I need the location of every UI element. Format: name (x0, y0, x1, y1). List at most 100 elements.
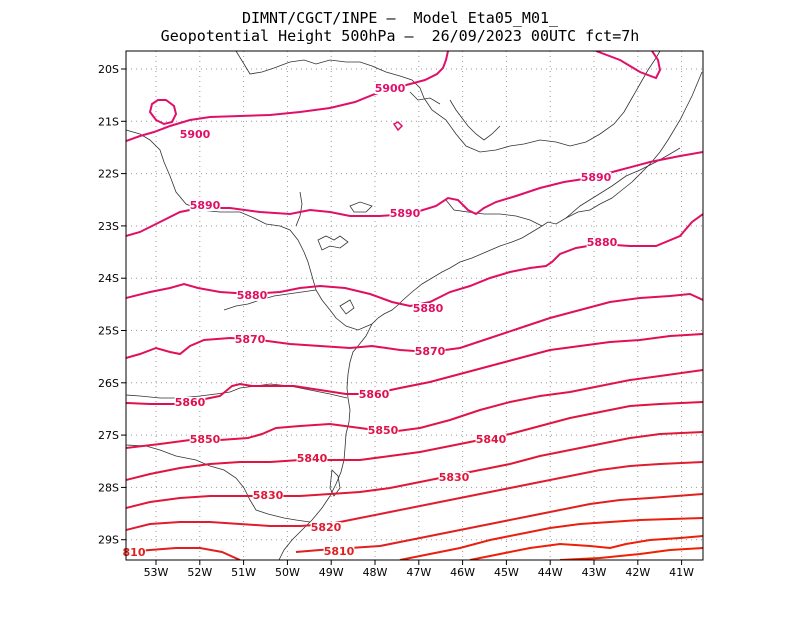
contour-label: 5900 (375, 82, 406, 95)
contour-5900-d (392, 121, 404, 132)
state-border-7 (565, 147, 681, 219)
contour-5820 (126, 461, 703, 531)
contour-5800 (399, 517, 703, 560)
contour-label: 5850 (368, 424, 399, 437)
lon-tick-label: 45W (494, 566, 519, 579)
lat-tick-label: 25S (98, 325, 119, 338)
lon-tick-label: 52W (187, 566, 212, 579)
contour-label-bg (189, 434, 221, 445)
contour-label: 5840 (297, 452, 328, 465)
contour-label: 5890 (190, 199, 221, 212)
coastline (278, 299, 404, 560)
contour-label: 5820 (311, 521, 342, 534)
contour-5870 (126, 292, 703, 359)
contour-5900-c (148, 99, 178, 126)
contour-5790 (469, 535, 703, 560)
contour-5810-a (126, 547, 241, 560)
state-border-6 (445, 199, 543, 227)
contour-label-bg (189, 200, 221, 211)
contour-label: 5830 (253, 489, 284, 502)
lat-tick-label: 27S (98, 429, 119, 442)
contour-label-bg (323, 546, 355, 557)
contour-label-bg (414, 346, 446, 357)
contour-label-bg (389, 208, 421, 219)
lat-tick-label: 29S (98, 534, 119, 547)
lagoon-4 (329, 469, 341, 497)
lon-tick-label: 43W (582, 566, 607, 579)
coastline-sp-rj (402, 71, 703, 301)
contour-label-bg (252, 490, 284, 501)
lon-tick-label: 42W (625, 566, 650, 579)
contour-label-bg (367, 425, 399, 436)
axis-ticks (121, 68, 683, 565)
lon-tick-label: 49W (319, 566, 344, 579)
contour-label-bg (174, 397, 206, 408)
lon-tick-label: 51W (231, 566, 256, 579)
lat-tick-label: 22S (98, 168, 119, 181)
lat-tick-label: 26S (98, 377, 119, 390)
contour-label: 5840 (476, 433, 507, 446)
contour-label: 5880 (413, 302, 444, 315)
contour-label: 5860 (175, 396, 206, 409)
state-border-4 (235, 51, 425, 99)
contour-label: 5890 (390, 207, 421, 220)
contour-label-bg (296, 453, 328, 464)
contour-label: 5810 (324, 545, 355, 558)
title-line-2: Geopotential Height 500hPa – 26/09/2023 … (160, 27, 640, 45)
contour-label-bg (179, 129, 211, 140)
contour-label-bg (234, 334, 266, 345)
contour-label: 5880 (587, 236, 618, 249)
contour-labels: 5900 5900 5890 5890 5890 5880 5880 5880 5870 5870… (122, 82, 618, 559)
state-border-5 (423, 51, 661, 153)
latitude-axis: 20S 21S 22S 23S 24S 25S 26S 27S 28S 29S (98, 63, 119, 547)
lat-tick-label: 21S (98, 115, 119, 128)
contour-5900-b (595, 51, 662, 80)
longitude-axis: 53W 52W 51W 50W 49W 48W 47W 46W 45W 44W 43W 42W 41W (144, 566, 695, 579)
contour-label: 5900 (180, 128, 211, 141)
lagoon-2 (349, 201, 373, 213)
contour-5830 (126, 431, 703, 509)
contour-label: 5890 (581, 171, 612, 184)
contour-lines (126, 51, 703, 560)
contour-label-bg (236, 290, 268, 301)
lon-tick-label: 48W (363, 566, 388, 579)
contour-label-bg (310, 522, 342, 533)
lon-tick-label: 44W (538, 566, 563, 579)
lon-tick-label: 47W (406, 566, 431, 579)
state-border-2 (126, 383, 348, 399)
contour-label-bg (374, 83, 406, 94)
river-2 (409, 91, 441, 105)
contour-label: 5870 (235, 333, 266, 346)
contour-label-bg (122, 547, 146, 558)
contour-label-bg (586, 237, 618, 248)
state-border-1 (126, 129, 373, 331)
contour-5840 (126, 401, 703, 481)
lat-tick-label: 24S (98, 272, 119, 285)
state-border-8 (295, 191, 303, 227)
lon-tick-label: 41W (669, 566, 694, 579)
contour-5900-a (126, 51, 449, 142)
contour-label: 5850 (190, 433, 221, 446)
contour-label-bg (475, 434, 507, 445)
lat-tick-label: 20S (98, 63, 119, 76)
title-line-1: DIMNT/CGCT/INPE – Model Eta05_M01_ (241, 9, 559, 27)
contour-label: 5880 (237, 289, 268, 302)
lat-tick-label: 28S (98, 481, 119, 494)
lagoon (317, 235, 349, 251)
lagoon-3 (339, 299, 355, 315)
contour-label-bg (580, 172, 612, 183)
contour-label-bg (358, 389, 390, 400)
coastline-and-borders (126, 51, 703, 560)
contour-label: 810 (123, 546, 146, 559)
river-1 (449, 99, 501, 141)
contour-label-bg (412, 303, 444, 314)
plot-frame (125, 50, 704, 561)
lon-tick-label: 46W (450, 566, 475, 579)
lon-tick-label: 53W (144, 566, 169, 579)
contour-5780 (559, 547, 703, 560)
contour-label: 5830 (439, 471, 470, 484)
lat-tick-label: 23S (98, 220, 119, 233)
contour-label: 5860 (359, 388, 390, 401)
contour-label: 5870 (415, 345, 446, 358)
